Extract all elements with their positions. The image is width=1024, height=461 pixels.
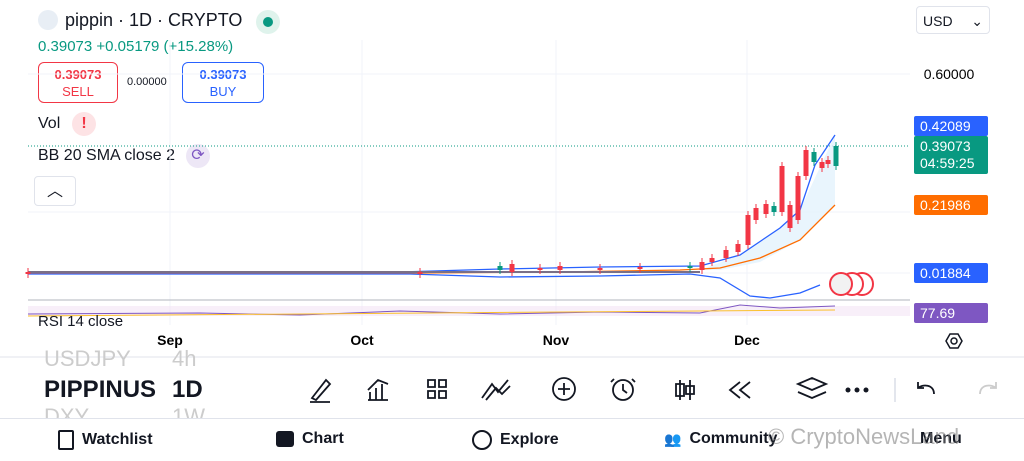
nav-item[interactable]: Watchlist: [58, 430, 153, 450]
vol-warning[interactable]: !: [72, 112, 96, 136]
symbol-name: PIPPINUS: [44, 376, 157, 403]
nav-item[interactable]: Explore: [472, 430, 559, 450]
countdown: 04:59:25: [920, 155, 975, 171]
candle: [735, 244, 741, 252]
nav-item[interactable]: 👥 Community: [664, 430, 778, 447]
time-label: Dec: [734, 332, 760, 348]
candle: [687, 266, 693, 268]
add-icon[interactable]: [552, 377, 576, 401]
candle: [811, 152, 817, 162]
nav-label: Watchlist: [82, 431, 153, 448]
symbol-interval: 4h: [172, 346, 197, 371]
sell-label: SELL: [62, 84, 94, 99]
last-price-tag: 0.39073 04:59:25: [914, 136, 988, 174]
change: +0.05179 (+15.28%): [96, 38, 234, 55]
draw-icon[interactable]: [310, 378, 332, 403]
toolbar: [310, 377, 997, 403]
redo-icon[interactable]: [979, 382, 997, 395]
bb-reload[interactable]: ⟳: [186, 144, 210, 168]
nav-bar: [0, 418, 1024, 419]
currency: USD: [923, 13, 953, 29]
candle: [779, 166, 785, 212]
bb-lower: [28, 273, 821, 299]
rsi-tag: 77.69: [914, 303, 988, 323]
time-label: Sep: [157, 332, 183, 348]
symbol-name: USDJPY: [44, 346, 131, 371]
symbol-name: DXY: [44, 404, 90, 418]
candle: [537, 268, 543, 270]
watermark: © CryptoNewsLand: [768, 424, 960, 449]
time-label: Oct: [350, 332, 374, 348]
candle-icon[interactable]: [675, 380, 695, 400]
candle: [637, 267, 643, 269]
symbol-interval: 1W: [172, 404, 205, 418]
bb-fill: [700, 135, 835, 270]
candle: [819, 162, 825, 168]
currency-select[interactable]: USD ⌄: [916, 6, 990, 34]
nav-item[interactable]: Chart: [276, 430, 344, 448]
candle: [753, 208, 759, 220]
candles: [25, 142, 839, 278]
rsi-band: [28, 306, 910, 316]
candle: [763, 204, 769, 214]
symbol-interval: 1D: [172, 376, 203, 403]
candle: [417, 272, 423, 274]
nav-label: Community: [689, 430, 778, 447]
nav-item[interactable]: Menu: [920, 430, 962, 448]
candle: [709, 258, 715, 262]
bb-label: BB 20 SMA close 2: [38, 147, 175, 164]
settings-icon[interactable]: [945, 333, 963, 349]
upper-band-tag: 0.42089: [914, 116, 988, 136]
nav-label: Menu: [920, 430, 962, 447]
candle: [723, 250, 729, 258]
candle: [795, 176, 801, 220]
rsi-label: RSI 14 close: [38, 313, 123, 330]
last-price: 0.39073: [38, 38, 93, 55]
flags: [829, 272, 874, 296]
candle: [509, 264, 515, 272]
candle: [833, 146, 839, 166]
symbol-title: pippin · 1D · CRYPTO: [65, 10, 243, 30]
bb-upper: [28, 134, 836, 273]
candle: [771, 206, 777, 212]
candle: [699, 262, 705, 270]
symbol-row[interactable]: USDJPY 4h: [44, 346, 209, 372]
compare-icon[interactable]: [481, 379, 511, 401]
lower-band-tag: 0.01884: [914, 263, 988, 283]
nav-label: Explore: [500, 431, 559, 448]
replay-icon[interactable]: [728, 381, 751, 399]
undo-icon[interactable]: [917, 382, 935, 395]
basis-tag: 0.21986: [914, 195, 988, 215]
symbol-row[interactable]: DXY 1W: [44, 404, 209, 418]
candle: [745, 215, 751, 245]
layout-icon[interactable]: [427, 379, 447, 399]
indicators-icon[interactable]: [367, 378, 389, 401]
candle: [803, 150, 809, 176]
layers-icon[interactable]: [795, 377, 829, 399]
symbol-row[interactable]: PIPPINUS 1D: [44, 376, 209, 404]
alert-icon[interactable]: [612, 379, 634, 401]
candle: [597, 268, 603, 270]
price-line: 0.39073 +0.05179 (+15.28%): [38, 38, 233, 55]
candle: [557, 266, 563, 270]
rsi-ma: [27, 309, 836, 317]
candle: [497, 266, 503, 270]
more-icon[interactable]: [845, 387, 869, 393]
price-axis-label: 0.60000: [924, 66, 975, 82]
time-label: Nov: [543, 332, 570, 348]
candle: [787, 205, 793, 228]
status: [256, 10, 280, 34]
candle: [825, 160, 831, 164]
vol-label: Vol: [38, 115, 61, 132]
nav-label: Chart: [302, 430, 344, 447]
last-price-value: 0.39073: [920, 138, 971, 154]
buy-label: BUY: [209, 84, 237, 99]
chart: RSI 14 close 0.60000 Sep Oct Nov Dec: [0, 40, 1024, 358]
spread: 0.00000: [127, 76, 167, 88]
collapse-button[interactable]: ︿: [34, 176, 76, 206]
symbol-icon: [38, 10, 58, 30]
candle: [25, 272, 31, 274]
